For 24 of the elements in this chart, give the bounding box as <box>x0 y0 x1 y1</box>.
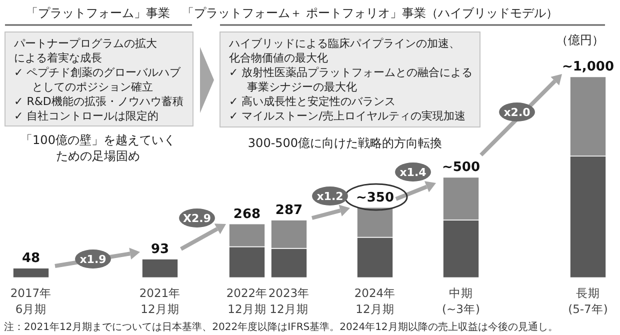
annotation: ✓ ペプチド創薬のグローバルハブ <box>14 66 181 79</box>
annotation: 300-500億に向けた戦略的方向転換 <box>248 136 442 150</box>
annotation: ための足場固め <box>56 149 140 163</box>
annotation: x2.0 <box>504 106 530 119</box>
title: 「プラットフォーム」事業 <box>26 6 170 20</box>
annotation: x1.4 <box>400 166 426 179</box>
annotation: ✓ 自社コントロールは限定的 <box>14 110 159 122</box>
annotation: 注：2021年12月期までについては日本基準、2022年度以降はIFRS基準。2024年12月期以降の売上収益は今後の見通し。 <box>4 322 558 333</box>
annotation: パートナープログラムの拡大 <box>14 37 157 50</box>
annotation: X2.9 <box>183 212 211 225</box>
annotation: x1.2 <box>316 190 344 203</box>
ylabel: （億円） <box>556 33 604 47</box>
annotation: ✓ R&D機能の拡張・ノウハウ蓄積 <box>14 95 184 108</box>
annotation: x1.9 <box>80 253 106 266</box>
annotation: による着実な成長 <box>14 52 102 64</box>
annotation: 事業シナジーの最大化 <box>247 80 357 94</box>
annotation: ✓ 高い成長性と安定性のバランス <box>229 95 396 108</box>
annotation: ハイブリッドによる臨床パイプラインの加速、 <box>229 37 460 50</box>
annotation: ✓ 放射性医薬品プラットフォームとの融合による <box>229 66 473 79</box>
annotation: 化合物価値の最大化 <box>229 52 328 64</box>
annotation: 「100億の壁」を越えていく <box>20 133 176 147</box>
subtitle: 「プラットフォーム＋ ポートフォリオ」事業（ハイブリッドモデル） <box>182 6 558 20</box>
annotation: ✓ マイルストーン/売上ロイヤルティの実現加速 <box>229 110 466 122</box>
annotation: としてのポジション確立 <box>32 80 153 94</box>
